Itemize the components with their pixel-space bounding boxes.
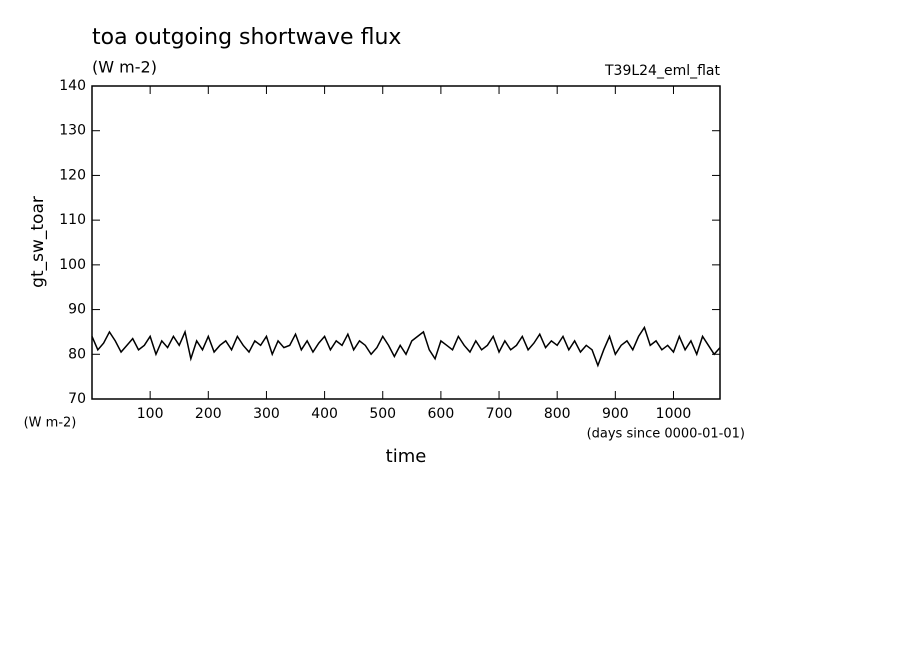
y-axis-label: gt_sw_toar <box>28 196 48 288</box>
x-tick-label: 700 <box>486 406 513 422</box>
data-line <box>91 325 721 368</box>
y-tick-label: 130 <box>59 123 86 139</box>
x-tick-label: 400 <box>311 406 338 422</box>
y-axis-units: (W m-2) <box>24 416 77 431</box>
y-tick-label: 120 <box>59 167 86 183</box>
chart-title: toa outgoing shortwave flux <box>92 25 401 50</box>
y-tick-label: 70 <box>68 391 86 407</box>
x-tick-label: 200 <box>195 406 222 422</box>
y-tick-label: 80 <box>68 346 86 362</box>
x-tick-label: 800 <box>544 406 571 422</box>
y-tick-label: 90 <box>68 302 86 318</box>
x-tick-label: 1000 <box>656 406 692 422</box>
x-tick-label: 900 <box>602 406 629 422</box>
x-tick-label: 500 <box>369 406 396 422</box>
x-tick-label: 300 <box>253 406 280 422</box>
x-tick-label: 100 <box>137 406 164 422</box>
y-tick-label: 140 <box>59 78 86 94</box>
y-tick-label: 100 <box>59 257 86 273</box>
plot-frame <box>91 85 721 400</box>
chart-subtitle: (W m-2) <box>92 58 157 77</box>
x-tick-label: 600 <box>428 406 455 422</box>
y-tick-label: 110 <box>59 212 86 228</box>
annotation: T39L24_eml_flat <box>604 63 721 79</box>
x-axis-label: time <box>386 446 427 467</box>
x-axis-units: (days since 0000-01-01) <box>587 427 745 442</box>
